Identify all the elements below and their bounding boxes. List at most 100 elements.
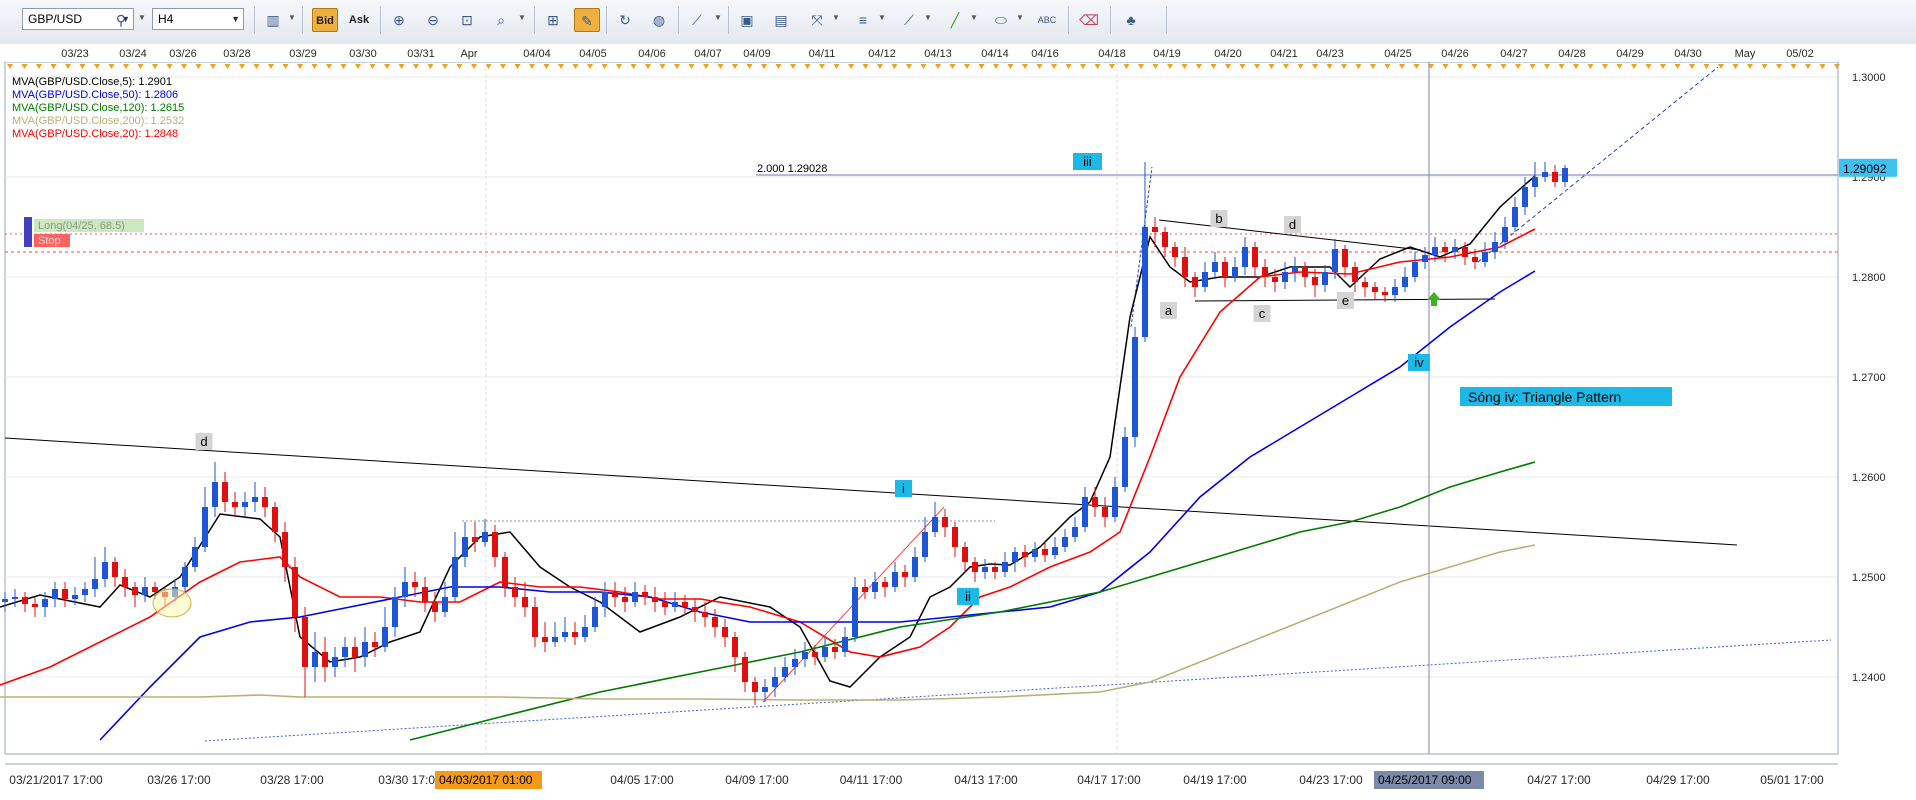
candle-body — [932, 517, 938, 532]
wave-label: i — [902, 481, 905, 496]
candle-body — [1352, 267, 1358, 282]
time-marker — [1007, 64, 1014, 69]
wave-label: iii — [1083, 154, 1092, 169]
ruler-icon[interactable]: ⟋ — [692, 12, 702, 28]
image-icon[interactable]: ▣ — [740, 12, 754, 28]
time-marker — [108, 64, 115, 69]
candle-body — [1502, 227, 1508, 242]
time-marker — [500, 64, 506, 69]
time-marker — [1442, 64, 1449, 69]
time-marker — [413, 64, 419, 69]
wave-label-box — [1284, 216, 1301, 233]
time-marker — [1152, 64, 1159, 69]
refresh-icon[interactable]: ↻ — [619, 12, 631, 28]
candle-body — [432, 602, 438, 612]
shape-icon[interactable]: ⬭ — [995, 12, 1007, 28]
time-marker — [137, 64, 144, 69]
time-marker — [1094, 64, 1101, 69]
line-style-icon[interactable]: ≡ — [858, 12, 868, 28]
time-marker — [645, 64, 651, 69]
trendlines — [4, 62, 1838, 754]
pen-icon[interactable]: ⟋ — [904, 12, 914, 28]
time-marker — [1123, 64, 1130, 69]
pattern-label: Sóng iv: Triangle Pattern — [1468, 389, 1621, 405]
wave-label: ii — [965, 589, 971, 604]
bid-button[interactable]: Bid — [312, 8, 338, 32]
time-marker — [1558, 64, 1565, 69]
zoom-out-icon[interactable]: ⊖ — [427, 12, 439, 28]
candle-body — [1112, 487, 1118, 517]
time-marker — [804, 64, 811, 69]
time-marker — [1544, 64, 1550, 69]
candle-body — [1232, 267, 1238, 277]
annotation-icon[interactable]: ✎ — [574, 8, 600, 32]
candle-body — [1462, 247, 1468, 257]
time-axis-label: 05/01 17:00 — [1760, 773, 1824, 787]
link-icon[interactable]: ⚲ — [115, 12, 127, 28]
crosshair-icon[interactable]: ⊞ — [547, 12, 559, 28]
time-marker — [1703, 64, 1710, 69]
candle-body — [832, 647, 838, 652]
wave-label: b — [1215, 211, 1222, 226]
candle-body — [22, 597, 28, 604]
time-marker — [659, 64, 666, 69]
wave-label: e — [1342, 293, 1349, 308]
zoom-area-icon[interactable]: ⌕ — [497, 12, 505, 28]
wave-label-box — [895, 480, 912, 497]
time-marker — [369, 64, 376, 69]
candle-body — [72, 595, 78, 599]
price-tick-label: 1.2600 — [1852, 472, 1886, 484]
top-axis-label: 04/27 — [1500, 48, 1528, 60]
candle-body — [602, 592, 608, 607]
time-axis-label: 04/17 17:00 — [1077, 773, 1141, 787]
chevron-down-icon: ▼ — [714, 13, 722, 22]
separator — [1068, 6, 1069, 34]
candle-body — [642, 592, 648, 597]
trendline-icon[interactable]: ╱ — [950, 12, 960, 28]
candle-body — [1242, 247, 1248, 267]
time-marker — [1761, 64, 1768, 69]
candle-body — [592, 607, 598, 627]
price-tick-label: 1.3000 — [1852, 72, 1886, 84]
text-tool-icon[interactable]: ABC — [1037, 15, 1057, 25]
last-price-label: 1.29092 — [1843, 162, 1887, 176]
time-marker — [1413, 64, 1420, 69]
timeframe-select[interactable]: H4 ▼ — [152, 8, 244, 30]
candle-body — [872, 582, 878, 592]
template-icon[interactable]: ▤ — [774, 12, 788, 28]
candle-body — [222, 482, 228, 502]
candle-body — [1002, 562, 1008, 572]
candle-body — [1432, 247, 1438, 255]
symbol-select[interactable]: GBP/USD ▼ — [22, 8, 134, 30]
top-axis-label: 04/19 — [1153, 48, 1181, 60]
candle-body — [292, 567, 298, 617]
zoom-fit-icon[interactable]: ⊡ — [461, 12, 473, 28]
candle-body — [382, 627, 388, 647]
cursor-tools-icon[interactable]: ⤧ — [811, 12, 823, 28]
indicators-icon[interactable]: ♣ — [1126, 12, 1136, 28]
ask-button[interactable]: Ask — [348, 14, 370, 26]
price-chart[interactable]: 03/23 03/24 03/26 03/28 03/29 03/30 03/31 Apr 04… — [0, 44, 1916, 800]
candle-body — [982, 567, 988, 572]
candle-body — [1042, 549, 1048, 555]
time-marker — [1732, 64, 1739, 69]
eraser-icon[interactable]: ⌫ — [1079, 12, 1099, 28]
candle-body — [942, 517, 948, 527]
candle-body — [1272, 277, 1278, 282]
last-price-box — [1839, 158, 1897, 177]
candle-body — [1182, 257, 1188, 277]
bar-chart-icon[interactable]: ▥ — [266, 12, 280, 28]
candle-body — [1172, 247, 1178, 257]
time-marker — [572, 64, 579, 69]
globe-icon[interactable]: ◍ — [652, 12, 666, 28]
time-axis-label: 04/19 17:00 — [1183, 773, 1247, 787]
time-marker — [340, 64, 347, 69]
candle-body — [1392, 287, 1398, 295]
time-marker — [529, 64, 535, 69]
wave-label: d — [200, 434, 207, 449]
zoom-in-icon[interactable]: ⊕ — [393, 12, 405, 28]
time-marker — [21, 64, 28, 69]
time-marker — [1399, 64, 1405, 69]
time-marker — [862, 64, 869, 69]
candle-body — [822, 647, 828, 657]
